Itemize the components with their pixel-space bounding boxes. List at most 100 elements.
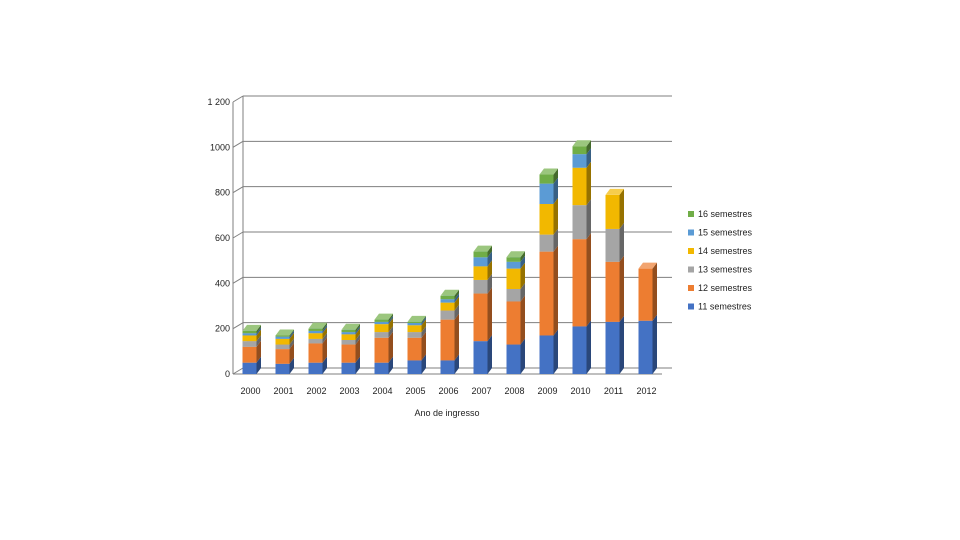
bar-segment	[341, 323, 360, 333]
bar-front	[572, 205, 587, 240]
bar-front	[572, 326, 587, 374]
bar-front	[539, 174, 554, 184]
legend-label: 14 semestres	[698, 246, 753, 256]
bar-side	[586, 140, 591, 155]
bar-front	[605, 261, 620, 322]
bar-front	[374, 321, 389, 325]
bar-top	[242, 324, 261, 331]
bar-side	[322, 327, 327, 339]
bar-front	[605, 321, 620, 374]
bar-front	[506, 344, 521, 374]
bar-front	[473, 341, 488, 374]
bar-front	[539, 251, 554, 336]
gridline-depth	[232, 322, 244, 330]
bar-column-2003	[341, 323, 360, 374]
bar-front	[473, 279, 488, 294]
bar-front	[440, 299, 455, 303]
legend-item: 14 semestres	[688, 246, 753, 256]
x-tick-label: 2010	[570, 386, 590, 396]
bar-side	[619, 315, 624, 374]
bar-column-2007	[473, 245, 492, 374]
bar-front	[407, 323, 422, 326]
bar-side	[421, 331, 426, 361]
bar-side	[289, 357, 294, 374]
bar-front	[539, 234, 554, 252]
bar-front	[374, 324, 389, 333]
bar-segment	[506, 251, 525, 262]
legend-swatch	[688, 229, 694, 236]
bar-front	[407, 321, 422, 323]
bar-front	[506, 289, 521, 302]
bar-segment	[473, 245, 492, 258]
bar-front	[374, 332, 389, 338]
bar-side	[454, 354, 459, 374]
legend-label: 12 semestres	[698, 283, 753, 293]
bar-side	[355, 356, 360, 374]
bar-segment	[605, 315, 624, 374]
bar-front	[308, 338, 323, 344]
bar-side	[256, 335, 261, 347]
bar-side	[322, 322, 327, 331]
bar-column-2002	[308, 322, 327, 374]
bar-segment	[473, 287, 492, 342]
bar-side	[454, 304, 459, 320]
bar-top	[407, 315, 426, 322]
bar-front	[506, 268, 521, 289]
x-tick-label: 2003	[339, 386, 359, 396]
bar-front	[374, 362, 389, 374]
bar-front	[539, 183, 554, 204]
bar-top	[440, 289, 459, 296]
bar-front	[506, 261, 521, 269]
bar-side	[520, 255, 525, 269]
y-tick-label: 400	[215, 278, 230, 288]
bar-front	[275, 336, 290, 339]
bar-side	[289, 338, 294, 350]
x-tick-label: 2011	[604, 386, 623, 396]
bar-side	[256, 356, 261, 374]
bar-side	[355, 328, 360, 340]
bar-side	[487, 335, 492, 374]
bar-top	[638, 262, 657, 269]
bar-front	[440, 319, 455, 361]
legend-item: 13 semestres	[688, 265, 753, 275]
bar-side	[586, 199, 591, 240]
bar-front	[473, 257, 488, 267]
bar-top	[473, 245, 492, 252]
bar-segment	[605, 255, 624, 322]
bar-segment	[275, 329, 294, 337]
bar-front	[242, 330, 257, 334]
bar-side	[454, 293, 459, 303]
legend-item: 15 semestres	[688, 228, 753, 238]
y-tick-label: 600	[215, 233, 230, 243]
bar-front	[506, 301, 521, 345]
bar-front	[341, 362, 356, 374]
bar-segment	[572, 140, 591, 155]
bar-segment	[605, 188, 624, 229]
legend-swatch	[688, 266, 694, 273]
bar-side	[388, 315, 393, 325]
bar-side	[553, 177, 558, 204]
bar-side	[322, 324, 327, 334]
bar-side	[421, 326, 426, 338]
bar-side	[619, 188, 624, 229]
bar-side	[322, 356, 327, 374]
bar-side	[520, 295, 525, 345]
bar-front	[407, 325, 422, 333]
bar-front	[539, 335, 554, 374]
bar-front	[341, 332, 356, 335]
x-tick-label: 2004	[372, 386, 392, 396]
x-tick-label: 2012	[636, 386, 656, 396]
bar-front	[341, 334, 356, 340]
bar-segment	[242, 324, 261, 334]
bar-front	[440, 310, 455, 320]
bar-top	[506, 251, 525, 258]
bar-side	[355, 323, 360, 333]
bar-side	[388, 326, 393, 338]
bar-column-2005	[407, 315, 426, 374]
bar-side	[388, 318, 393, 333]
legend-label: 11 semestres	[698, 302, 752, 312]
bar-side	[553, 228, 558, 252]
bar-segment	[407, 315, 426, 323]
bar-side	[619, 255, 624, 322]
